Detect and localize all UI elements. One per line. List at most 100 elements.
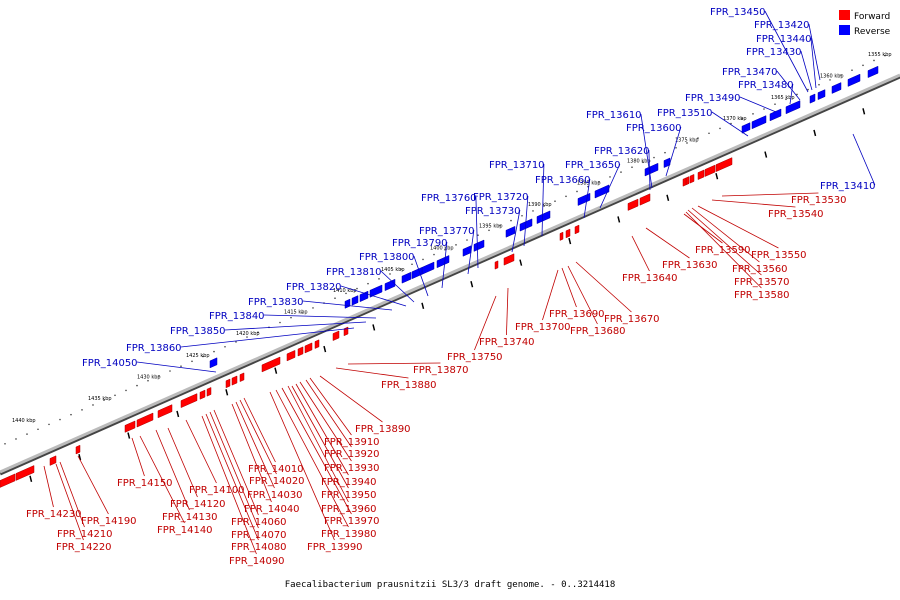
gene-label: FPR_14140 <box>157 525 213 536</box>
reverse-gene-feature <box>462 245 472 257</box>
gene-label: FPR_14130 <box>162 512 218 523</box>
forward-gene-feature <box>157 404 173 419</box>
forward-gene-feature <box>136 412 154 428</box>
gene-label: FPR_14070 <box>231 530 287 541</box>
forward-gene-feature <box>49 455 57 466</box>
gene-label: FPR_14100 <box>189 485 245 496</box>
gene-label: FPR_13560 <box>732 264 788 275</box>
gene-label: FPR_13510 <box>657 108 713 119</box>
gene-label: FPR_13760 <box>421 193 477 204</box>
kbp-tick-label: 1405 kbp <box>381 267 405 273</box>
kbp-tick-label: 1425 kbp <box>186 353 210 359</box>
gene-label: FPR_14120 <box>170 499 226 510</box>
reverse-gene-feature <box>505 225 516 238</box>
forward-gene-feature <box>639 193 651 206</box>
reverse-gene-feature <box>594 184 610 199</box>
reverse-gene-feature <box>436 255 450 269</box>
kbp-tick-label: 1370 kbp <box>723 116 747 122</box>
forward-gene-feature <box>574 224 580 235</box>
forward-gene-feature <box>297 346 304 357</box>
forward-gene-feature <box>343 326 349 337</box>
forward-gene-feature <box>75 444 81 455</box>
gene-label: FPR_13890 <box>355 424 411 435</box>
reverse-gene-feature <box>831 82 842 94</box>
forward-gene-feature <box>225 378 231 389</box>
reverse-gene-feature <box>663 157 671 168</box>
forward-gene-feature <box>124 420 136 433</box>
forward-gene-feature <box>704 164 716 177</box>
reverse-gene-feature <box>809 93 816 104</box>
gene-label: FPR_14010 <box>248 464 304 475</box>
reverse-gene-feature <box>577 192 591 206</box>
gene-label: FPR_13860 <box>126 343 182 354</box>
kbp-tick-label: 1415 kbp <box>284 310 308 316</box>
kbp-scale: 1355 kbp 1360 kbp 1365 kbp 1370 kbp 1375 kbp… <box>12 52 892 424</box>
forward-gene-feature <box>304 342 313 354</box>
kbp-tick-label: 1355 kbp <box>868 52 892 58</box>
gene-label: FPR_13620 <box>594 146 650 157</box>
gene-label: FPR_13750 <box>447 352 503 363</box>
gene-label: FPR_13680 <box>570 326 626 337</box>
forward-gene-feature <box>332 330 340 341</box>
inner-tick-track <box>29 108 866 482</box>
reverse-gene-feature <box>401 271 412 284</box>
forward-gene-feature <box>286 349 296 362</box>
legend-reverse-label: Reverse <box>854 27 891 37</box>
forward-gene-feature <box>231 375 238 386</box>
legend-forward-swatch <box>839 10 850 20</box>
kbp-tick-label: 1430 kbp <box>137 375 161 381</box>
reverse-gene-feature <box>741 122 751 134</box>
gene-label: FPR_13740 <box>479 337 535 348</box>
gene-label: FPR_13790 <box>392 238 448 249</box>
gene-label: FPR_13420 <box>754 20 810 31</box>
gene-label: FPR_13880 <box>381 380 437 391</box>
kbp-tick-label: 1380 kbp <box>627 158 651 164</box>
gene-label: FPR_13610 <box>586 110 642 121</box>
gene-label: FPR_14150 <box>117 478 173 489</box>
gene-label: FPR_13480 <box>738 80 794 91</box>
gene-label: FPR_13830 <box>248 297 304 308</box>
forward-gene-feature <box>503 253 515 266</box>
forward-gene-feature <box>199 389 206 400</box>
forward-gene-feature <box>180 393 198 409</box>
gene-label: FPR_13730 <box>465 206 521 217</box>
gene-label: FPR_13660 <box>535 175 591 186</box>
gene-label: FPR_13700 <box>515 322 571 333</box>
gene-label: FPR_13930 <box>324 463 380 474</box>
kbp-tick-label: 1435 kbp <box>88 396 112 402</box>
gene-label: FPR_14190 <box>81 516 137 527</box>
gene-label: FPR_13950 <box>321 490 377 501</box>
gene-label: FPR_13720 <box>473 192 529 203</box>
forward-gene-feature <box>261 356 281 373</box>
gene-label: FPR_14090 <box>229 556 285 567</box>
reverse-gene-feature <box>351 295 359 306</box>
gene-labels: FPR_13410 FPR_13420 FPR_13430 FPR_13440 FPR_… <box>26 7 876 567</box>
gene-label: FPR_13430 <box>746 47 802 58</box>
reverse-gene-feature <box>649 162 659 175</box>
gene-label: FPR_14060 <box>231 517 287 528</box>
kbp-tick-label: 1440 kbp <box>12 418 36 424</box>
gene-label: FPR_13800 <box>359 252 415 263</box>
gene-label: FPR_13540 <box>768 209 824 220</box>
gene-label: FPR_13530 <box>791 195 847 206</box>
gene-label: FPR_13580 <box>734 290 790 301</box>
reverse-gene-feature <box>769 108 782 122</box>
reverse-gene-feature <box>209 357 218 369</box>
gene-label: FPR_13710 <box>489 160 545 171</box>
gene-label: FPR_13940 <box>321 477 377 488</box>
forward-gene-feature <box>697 169 705 180</box>
forward-gene-feature <box>15 465 35 481</box>
kbp-tick-label: 1390 kbp <box>528 202 552 208</box>
kbp-tick-label: 1400 kbp <box>430 245 454 251</box>
kbp-tick-label: 1395 kbp <box>479 224 503 230</box>
legend: Forward Reverse <box>839 10 891 37</box>
reverse-gene-feature <box>473 239 485 252</box>
gene-label: FPR_13670 <box>604 314 660 325</box>
gene-label: FPR_13490 <box>685 93 741 104</box>
gene-label: FPR_14030 <box>247 490 303 501</box>
forward-gene-feature <box>206 387 212 397</box>
gene-label: FPR_13600 <box>626 123 682 134</box>
kbp-tick-label: 1410 kbp <box>333 288 357 294</box>
kbp-tick-label: 1385 kbp <box>577 180 601 186</box>
reverse-gene-feature <box>536 210 551 225</box>
